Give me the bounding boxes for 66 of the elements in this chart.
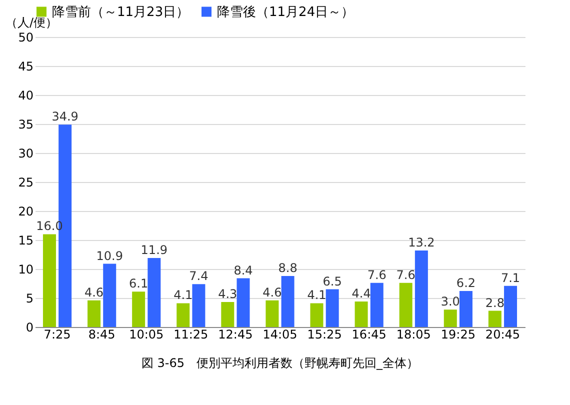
- x-tick-label: 11:25: [174, 328, 208, 342]
- y-tick-label: 15: [18, 234, 34, 248]
- y-tick-label: 25: [18, 176, 34, 190]
- x-tick-label: 19:25: [440, 328, 476, 342]
- bar: [488, 310, 502, 327]
- data-label: 4.6: [262, 285, 282, 300]
- bar: [444, 310, 457, 327]
- bar: [459, 291, 472, 327]
- data-label: 6.5: [322, 274, 342, 288]
- bar: [281, 276, 294, 327]
- data-label: 10.9: [96, 248, 123, 263]
- data-label: 8.8: [278, 260, 298, 275]
- y-tick-label: 45: [18, 60, 34, 74]
- bar: [148, 258, 161, 327]
- x-tick-label: 8:45: [88, 328, 116, 342]
- y-tick-label: 10: [18, 262, 34, 276]
- data-label: 7.6: [396, 268, 416, 282]
- text: 図 3-65 便別平均利用者数（野幌寿町先回_全体）: [141, 356, 419, 370]
- legend-label: 降雪後（11月24日～）: [217, 4, 354, 20]
- bar: [326, 289, 339, 327]
- bar: [42, 234, 56, 327]
- bar: [176, 303, 190, 327]
- data-label: 2.8: [485, 296, 504, 310]
- y-tick-label: 5: [26, 292, 34, 306]
- data-label: 7.4: [189, 269, 208, 284]
- data-label: 4.6: [84, 285, 104, 300]
- x-tick-label: 15:25: [307, 328, 342, 342]
- bar: [354, 301, 368, 327]
- y-tick-label: 40: [18, 88, 34, 102]
- x-tick-label: 18:05: [396, 328, 431, 342]
- bar: [414, 250, 428, 327]
- bar: [504, 286, 518, 327]
- x-tick-label: 14:05: [262, 328, 298, 342]
- data-label: 34.9: [52, 110, 78, 124]
- data-label: 8.4: [234, 263, 253, 278]
- bar: [221, 302, 234, 327]
- bar: [266, 300, 279, 327]
- data-label: 4.4: [352, 286, 371, 300]
- x-tick-label: 20:45: [485, 328, 520, 342]
- x-tick-label: 7:25: [44, 328, 71, 342]
- data-label: 11.9: [140, 242, 168, 257]
- y-tick-label: 35: [18, 118, 34, 132]
- x-tick-label: 16:45: [352, 328, 386, 342]
- y-tick-label: 20: [18, 204, 34, 218]
- x-tick-label: 12:45: [218, 328, 253, 342]
- bar: [370, 282, 384, 327]
- bar: [310, 303, 324, 327]
- data-label: 4.1: [307, 288, 326, 302]
- bar: [103, 264, 116, 327]
- bar: [88, 300, 101, 327]
- data-label: 13.2: [408, 235, 435, 250]
- data-label: 6.2: [456, 276, 476, 290]
- bar: [399, 282, 412, 327]
- bar: [192, 284, 206, 327]
- data-label: 7.6: [367, 268, 386, 282]
- y-tick-label: 30: [18, 146, 34, 160]
- data-label: 4.1: [174, 288, 193, 302]
- data-label: 4.3: [218, 287, 238, 302]
- data-label: 6.1: [129, 276, 148, 291]
- bar: [132, 292, 146, 327]
- x-tick-label: 10:05: [129, 328, 164, 342]
- y-tick-label: 0: [26, 320, 34, 334]
- data-label: 3.0: [440, 294, 460, 309]
- data-label: 7.1: [500, 270, 520, 285]
- bar: [236, 278, 250, 327]
- y-tick-label: 50: [18, 30, 34, 44]
